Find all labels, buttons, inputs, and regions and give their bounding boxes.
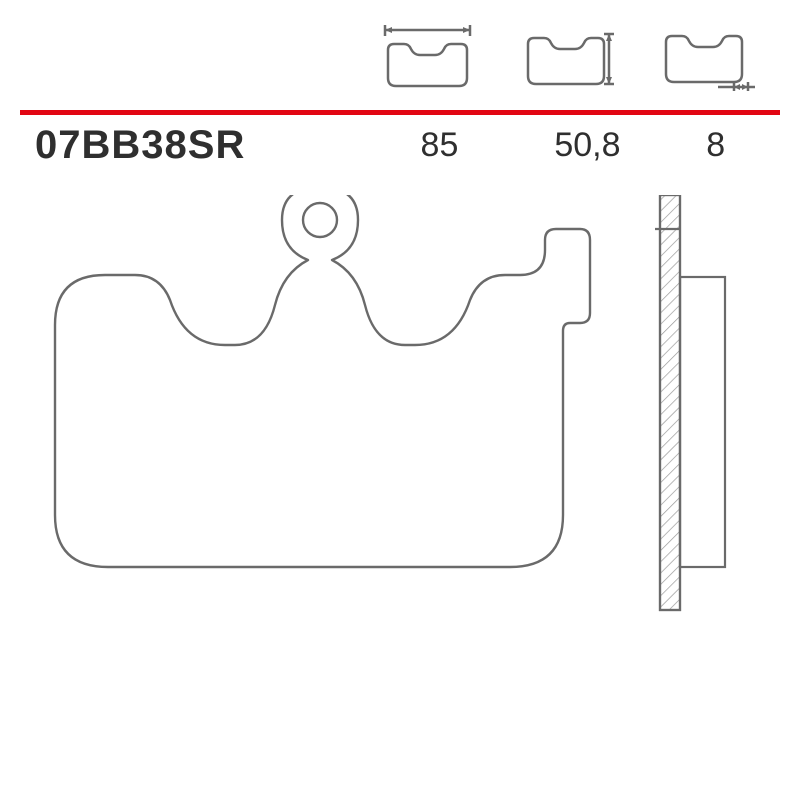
technical-drawings xyxy=(20,195,780,765)
part-number: 07BB38SR xyxy=(35,123,370,168)
thickness-dimension-icon xyxy=(660,20,755,92)
spec-height: 50,8 xyxy=(509,126,667,165)
spec-thickness: 8 xyxy=(666,126,765,165)
height-dimension-icon xyxy=(520,20,615,92)
width-dimension-icon xyxy=(380,20,475,92)
front-view-drawing xyxy=(55,195,590,567)
spec-width: 85 xyxy=(370,126,508,165)
dimension-icons-row xyxy=(380,20,780,92)
section-divider xyxy=(20,102,780,107)
spec-row: 07BB38SR 85 50,8 8 xyxy=(35,120,765,170)
side-view-drawing xyxy=(655,195,725,610)
